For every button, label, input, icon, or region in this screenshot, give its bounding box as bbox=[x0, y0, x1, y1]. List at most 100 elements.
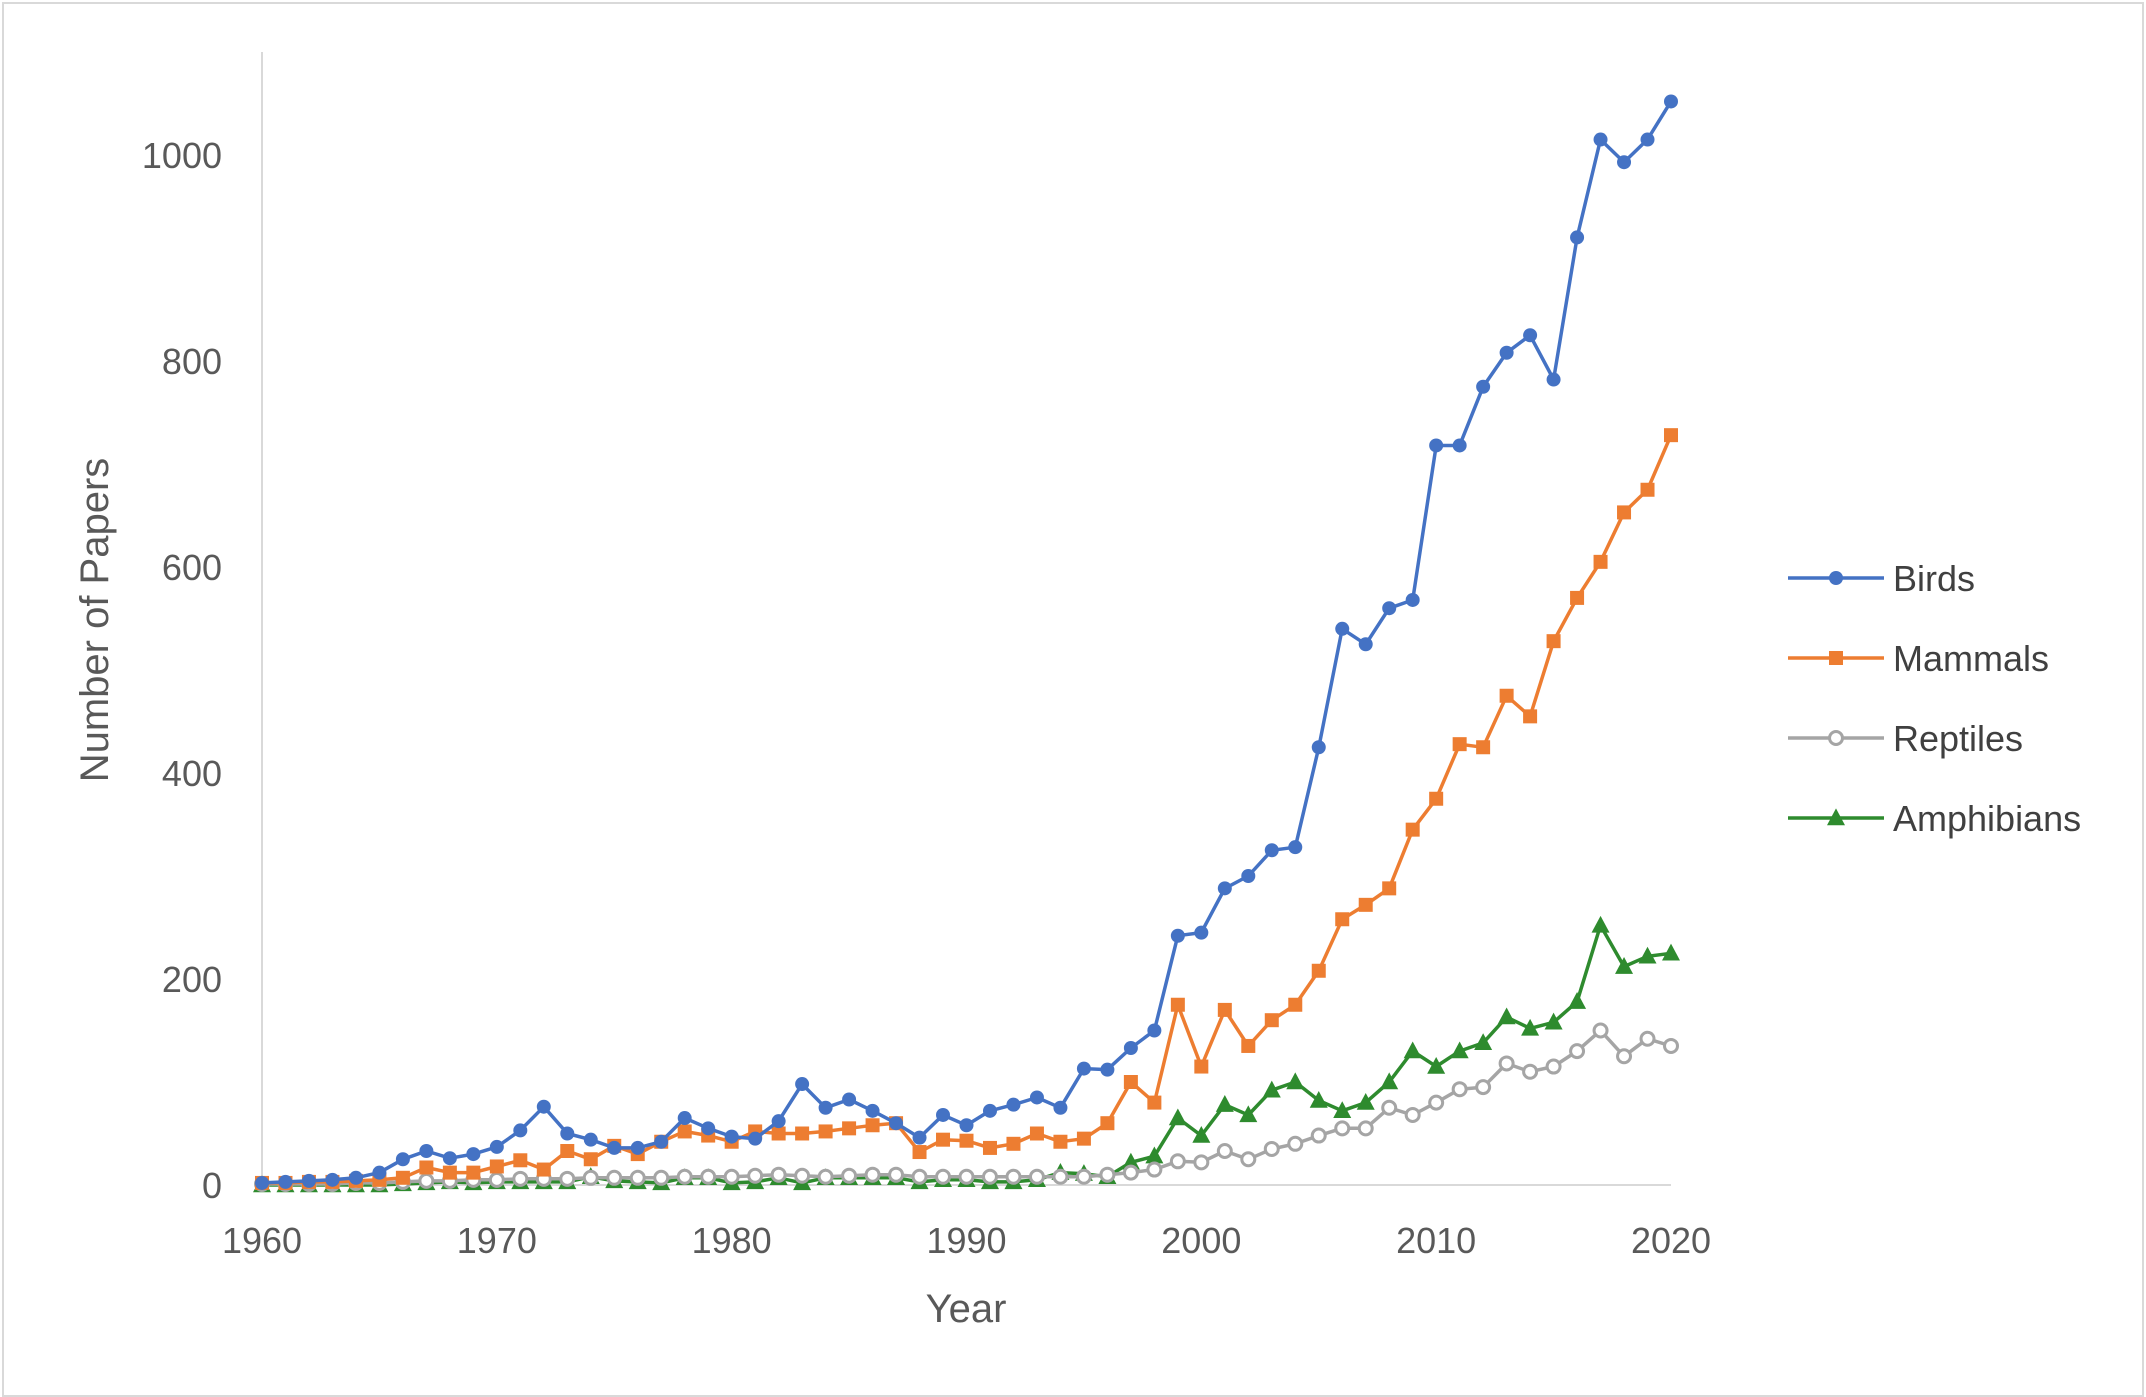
reptiles-point bbox=[488, 1171, 505, 1188]
birds-point bbox=[1217, 881, 1232, 896]
mammals-point bbox=[1546, 634, 1561, 649]
mammals-point bbox=[1170, 997, 1185, 1012]
reptiles-point bbox=[1075, 1168, 1092, 1185]
reptiles-point bbox=[1122, 1164, 1139, 1181]
legend-label-amphibians: Amphibians bbox=[1893, 798, 2081, 839]
legend-marker-amphibians bbox=[1827, 808, 1845, 826]
birds-point bbox=[1546, 372, 1561, 387]
birds-point bbox=[1405, 592, 1420, 607]
reptiles-point bbox=[981, 1168, 998, 1185]
birds-point bbox=[1617, 155, 1632, 170]
reptiles-point bbox=[958, 1168, 975, 1185]
x-axis-title: Year bbox=[926, 1287, 1007, 1331]
birds-point bbox=[748, 1131, 763, 1146]
reptiles-point bbox=[1334, 1120, 1351, 1137]
reptiles-point bbox=[1663, 1037, 1679, 1054]
mammals-point bbox=[583, 1152, 598, 1167]
birds-point bbox=[583, 1132, 598, 1147]
amphibians-point bbox=[1427, 1056, 1446, 1074]
reptiles-point bbox=[1451, 1081, 1468, 1098]
mammals-point bbox=[842, 1121, 857, 1136]
amphibians-point bbox=[1591, 915, 1610, 933]
reptiles-point bbox=[1193, 1154, 1210, 1171]
mammals-point bbox=[513, 1153, 528, 1168]
birds-point bbox=[1123, 1041, 1138, 1056]
reptiles-point bbox=[653, 1169, 670, 1186]
birds-line bbox=[261, 100, 1673, 1185]
legend-item-reptiles: Reptiles bbox=[1788, 718, 2023, 759]
reptiles-point bbox=[1146, 1161, 1163, 1178]
reptiles-point bbox=[1310, 1127, 1327, 1144]
mammals-point bbox=[771, 1126, 786, 1141]
legend-item-birds: Birds bbox=[1788, 558, 1975, 599]
x-tick-label: 1980 bbox=[692, 1220, 772, 1261]
legend-item-mammals: Mammals bbox=[1788, 638, 2049, 679]
amphibians-point bbox=[1474, 1033, 1493, 1051]
mammals-point bbox=[1523, 709, 1538, 724]
series-mammals bbox=[255, 428, 1678, 1190]
legend-label-birds: Birds bbox=[1893, 558, 1975, 599]
reptiles-point bbox=[888, 1166, 905, 1183]
reptiles-point bbox=[1028, 1168, 1045, 1185]
birds-point bbox=[889, 1116, 904, 1131]
birds-point bbox=[982, 1103, 997, 1118]
birds-point bbox=[1429, 438, 1444, 453]
birds-point bbox=[560, 1126, 575, 1141]
legend: Birds Mammals Reptiles Amphibians bbox=[1788, 558, 2081, 839]
legend-marker-reptiles bbox=[1828, 730, 1844, 746]
birds-point bbox=[1523, 328, 1538, 343]
reptiles-point bbox=[1498, 1055, 1515, 1072]
birds-point bbox=[1100, 1062, 1115, 1077]
birds-point bbox=[607, 1140, 622, 1155]
y-tick-labels: 0 200 400 600 800 1000 bbox=[142, 135, 222, 1206]
mammals-point bbox=[560, 1144, 575, 1159]
y-tick-label: 400 bbox=[162, 753, 222, 794]
mammals-point bbox=[1241, 1038, 1256, 1053]
birds-point bbox=[1288, 840, 1303, 855]
mammals-point bbox=[1593, 554, 1608, 569]
reptiles-point bbox=[1052, 1168, 1069, 1185]
amphibians-point bbox=[1638, 946, 1657, 964]
mammals-point bbox=[1264, 1013, 1279, 1028]
birds-point bbox=[395, 1152, 410, 1167]
mammals-point bbox=[912, 1145, 927, 1160]
mammals-point bbox=[1570, 590, 1585, 605]
birds-point bbox=[1499, 345, 1514, 360]
mammals-point bbox=[818, 1124, 833, 1139]
birds-point bbox=[301, 1173, 316, 1188]
axes bbox=[261, 52, 1671, 1186]
birds-point bbox=[325, 1172, 340, 1187]
birds-point bbox=[1476, 379, 1491, 394]
birds-point bbox=[372, 1165, 387, 1180]
mammals-point bbox=[1452, 737, 1467, 752]
legend-item-amphibians: Amphibians bbox=[1788, 798, 2081, 839]
birds-point bbox=[959, 1118, 974, 1133]
x-tick-label: 1970 bbox=[457, 1220, 537, 1261]
y-axis-title: Number of Papers bbox=[73, 458, 117, 783]
mammals-point bbox=[1664, 428, 1678, 443]
birds-point bbox=[1029, 1090, 1044, 1105]
amphibians-point bbox=[1286, 1072, 1305, 1090]
y-tick-label: 1000 bbox=[142, 135, 222, 176]
mammals-point bbox=[1405, 822, 1420, 837]
reptiles-point bbox=[841, 1167, 858, 1184]
mammals-point bbox=[395, 1170, 410, 1185]
amphibians-point bbox=[1121, 1152, 1140, 1170]
reptiles-point bbox=[747, 1167, 764, 1184]
amphibians-point bbox=[1544, 1012, 1563, 1030]
mammals-point bbox=[1194, 1059, 1209, 1074]
reptiles-point bbox=[676, 1168, 693, 1185]
mammals-point bbox=[1335, 912, 1350, 927]
mammals-point bbox=[442, 1165, 457, 1180]
series-birds bbox=[255, 94, 1678, 1190]
reptiles-point bbox=[1404, 1106, 1421, 1123]
mammals-point bbox=[982, 1140, 997, 1155]
reptiles-point bbox=[1099, 1166, 1116, 1183]
amphibians-point bbox=[1403, 1041, 1422, 1059]
birds-point bbox=[654, 1134, 669, 1149]
birds-point bbox=[1006, 1097, 1021, 1112]
mammals-point bbox=[1311, 963, 1326, 978]
x-tick-label: 2000 bbox=[1161, 1220, 1241, 1261]
birds-point bbox=[1335, 621, 1350, 636]
